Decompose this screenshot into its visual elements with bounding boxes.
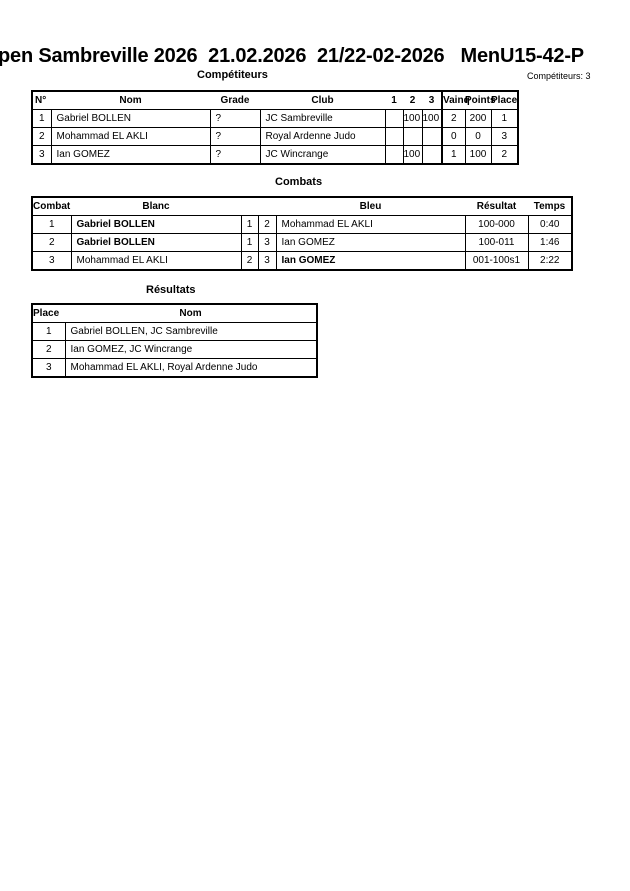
combat-number: 3 [31, 251, 72, 271]
column-header: Nom [51, 91, 210, 110]
competitors-count: Compétiteurs: 3 [527, 71, 591, 81]
blanc-name: Gabriel BOLLEN [70, 233, 242, 252]
competitors-heading: Compétiteurs [197, 69, 268, 81]
table-cell: 0 [441, 127, 466, 146]
column-header: Place [491, 91, 518, 110]
table-cell: 2 [31, 127, 52, 146]
page-title: pen Sambreville 2026 21.02.2026 21/22-02… [0, 45, 584, 67]
result: 100-000 [464, 215, 529, 234]
table-cell [384, 145, 404, 165]
combats-heading: Combats [275, 176, 323, 188]
column-header: 3 [422, 91, 442, 110]
result-row: 2 Ian GOMEZ, JC Wincrange [31, 340, 318, 359]
bleu-number: 2 [257, 215, 277, 234]
table-cell: 100 [402, 109, 423, 128]
time: 2:22 [527, 251, 573, 271]
blanc-name: Gabriel BOLLEN [70, 215, 242, 234]
column-header: Points [465, 91, 496, 110]
table-cell: 0 [464, 127, 492, 146]
result-row: 3 Mohammad EL AKLI, Royal Ardenne Judo [31, 358, 318, 378]
combats-table: Combat Blanc Bleu Résultat Temps 1 Gabrie… [31, 196, 573, 271]
header-combat: Combat [32, 197, 71, 216]
result: 001-100s1 [464, 251, 529, 271]
bleu-number: 3 [257, 251, 277, 271]
table-cell: 100 [421, 109, 443, 128]
table-cell: 100 [464, 145, 492, 165]
name: Mohammad EL AKLI, Royal Ardenne Judo [64, 358, 318, 378]
combat-row: 2 Gabriel BOLLEN 1 3 Ian GOMEZ 100-011 1:46 [31, 233, 573, 252]
table-cell: Mohammad EL AKLI [50, 127, 211, 146]
blanc-number: 2 [240, 251, 259, 271]
table-cell: Gabriel BOLLEN [50, 109, 211, 128]
column-header: Grade [210, 91, 260, 110]
combat-number: 2 [31, 233, 72, 252]
table-cell [384, 127, 404, 146]
table-cell: JC Wincrange [259, 145, 386, 165]
combat-number: 1 [31, 215, 72, 234]
table-cell: 2 [441, 109, 466, 128]
place: 1 [31, 322, 66, 341]
table-cell: 200 [464, 109, 492, 128]
header-bleu: Bleu [276, 197, 465, 216]
blanc-name: Mohammad EL AKLI [70, 251, 242, 271]
result: 100-011 [464, 233, 529, 252]
results-table: Place Nom 1 Gabriel BOLLEN, JC Sambrevill… [31, 303, 318, 378]
name: Gabriel BOLLEN, JC Sambreville [64, 322, 318, 341]
header-blanc: Blanc [71, 197, 241, 216]
table-cell: 1 [441, 145, 466, 165]
table-cell: ? [209, 109, 261, 128]
place: 2 [31, 340, 66, 359]
blanc-number: 1 [240, 233, 259, 252]
table-cell: 2 [490, 145, 519, 165]
table-cell: ? [209, 145, 261, 165]
time: 1:46 [527, 233, 573, 252]
table-cell: JC Sambreville [259, 109, 386, 128]
column-header: Vainq [441, 91, 470, 110]
column-header: Club [260, 91, 385, 110]
table-cell: Royal Ardenne Judo [259, 127, 386, 146]
header-nom: Nom [65, 304, 317, 323]
table-cell [421, 145, 443, 165]
combat-row: 3 Mohammad EL AKLI 2 3 Ian GOMEZ 001-100s1 2:2… [31, 251, 573, 271]
name: Ian GOMEZ, JC Wincrange [64, 340, 318, 359]
header-place: Place [32, 304, 65, 323]
table-cell: 1 [490, 109, 519, 128]
table-cell [402, 127, 423, 146]
table-cell: ? [209, 127, 261, 146]
table-cell: 100 [402, 145, 423, 165]
table-row: 2 Mohammad EL AKLI? Royal Ardenne Judo 0 0 3 [31, 127, 519, 146]
column-header: 1 [385, 91, 403, 110]
result-row: 1 Gabriel BOLLEN, JC Sambreville [31, 322, 318, 341]
blanc-number: 1 [240, 215, 259, 234]
time: 0:40 [527, 215, 573, 234]
results-heading: Résultats [146, 284, 196, 296]
bleu-number: 3 [257, 233, 277, 252]
table-cell [384, 109, 404, 128]
table-row: 1 Gabriel BOLLEN? JC Sambreville 100 100 2 200… [31, 109, 519, 128]
competitors-table: N° Nom Grade Club 1 2 3 Vainq Points Place 1 Gabri… [31, 90, 519, 165]
bleu-name: Mohammad EL AKLI [275, 215, 466, 234]
table-row: 3 Ian GOMEZ? JC Wincrange 100 1 100 2 [31, 145, 519, 165]
header-resultat: Résultat [465, 197, 528, 216]
header-temps: Temps [528, 197, 572, 216]
table-cell: 1 [31, 109, 52, 128]
column-header: 2 [403, 91, 422, 110]
combat-row: 1 Gabriel BOLLEN 1 2 Mohammad EL AKLI 100-000… [31, 215, 573, 234]
table-cell [421, 127, 443, 146]
table-cell: Ian GOMEZ [50, 145, 211, 165]
bleu-name: Ian GOMEZ [275, 233, 466, 252]
table-cell: 3 [31, 145, 52, 165]
bleu-name: Ian GOMEZ [275, 251, 466, 271]
column-header: N° [32, 91, 51, 110]
place: 3 [31, 358, 66, 378]
table-cell: 3 [490, 127, 519, 146]
